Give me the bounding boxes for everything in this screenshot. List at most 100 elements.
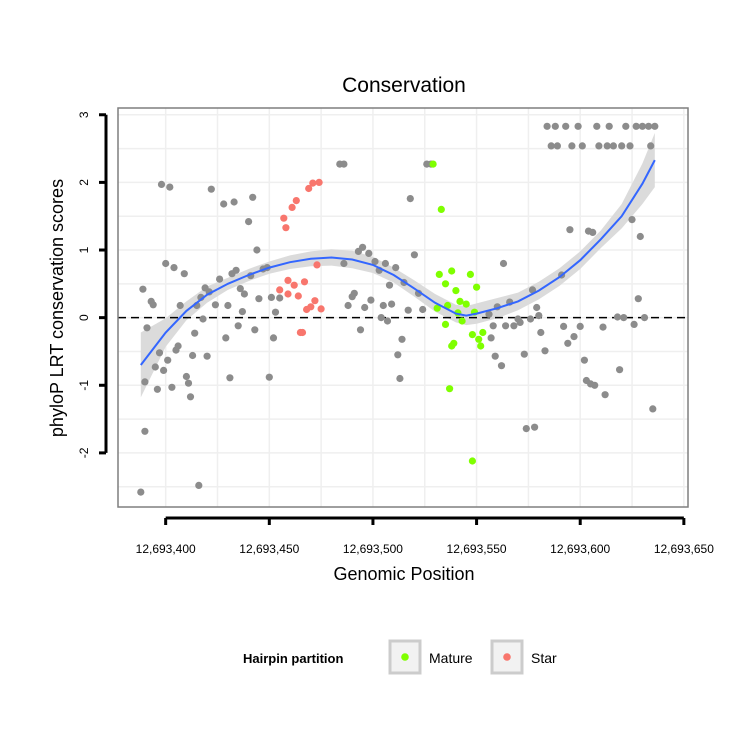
point-other	[137, 488, 145, 496]
point-other	[269, 334, 278, 342]
point-other	[626, 142, 634, 150]
point-other	[222, 334, 230, 342]
point-other	[593, 122, 601, 130]
point-other	[157, 180, 166, 188]
x-tick-label: 12,693,600	[550, 542, 610, 556]
point-other	[383, 317, 392, 325]
point-other	[578, 142, 586, 150]
point-other	[267, 293, 275, 301]
point-other	[160, 366, 168, 374]
legend: Hairpin partition Mature Star	[243, 639, 557, 675]
point-other	[487, 334, 495, 342]
point-other	[143, 324, 151, 332]
point-other	[543, 122, 551, 130]
point-other	[253, 246, 261, 254]
point-other	[640, 314, 649, 322]
point-other	[553, 142, 562, 150]
point-other	[419, 305, 427, 314]
x-tick-label: 12,693,550	[447, 542, 507, 556]
point-star	[284, 290, 292, 298]
point-other	[564, 339, 572, 347]
point-other	[186, 393, 195, 401]
point-mature	[446, 385, 454, 393]
point-other	[230, 198, 238, 206]
point-other	[570, 333, 578, 341]
point-other	[589, 228, 597, 236]
point-other	[245, 218, 253, 226]
point-other	[371, 257, 379, 266]
point-other	[340, 160, 348, 168]
legend-marker-mature	[401, 653, 409, 661]
point-other	[591, 381, 599, 389]
point-other	[385, 281, 394, 289]
point-other	[276, 294, 284, 302]
point-other	[632, 122, 640, 130]
point-other	[651, 122, 659, 130]
point-other	[649, 405, 657, 413]
point-star	[311, 297, 319, 305]
legend-entry-star: Star	[490, 639, 557, 675]
point-star	[309, 179, 317, 187]
point-other	[580, 356, 589, 364]
point-other	[271, 308, 280, 316]
point-other	[176, 301, 184, 310]
point-mature	[475, 335, 483, 343]
point-other	[603, 142, 611, 150]
point-other	[396, 374, 404, 383]
legend-entry-mature: Mature	[388, 639, 473, 675]
point-mature	[466, 270, 474, 278]
point-other	[616, 366, 624, 374]
point-mature	[450, 339, 458, 347]
point-other	[251, 326, 259, 334]
point-other	[628, 216, 636, 224]
point-star	[300, 278, 309, 286]
point-star	[305, 184, 313, 193]
x-tick-label: 12,693,500	[343, 542, 403, 556]
point-other	[153, 385, 161, 393]
point-other	[224, 301, 232, 310]
point-other	[491, 352, 499, 360]
point-other	[155, 349, 164, 357]
point-other	[528, 286, 537, 294]
smooth-trend-line	[140, 159, 656, 366]
point-mature	[441, 280, 450, 288]
point-other	[645, 122, 653, 130]
y-axis-label: phyloP LRT conservation scores	[47, 179, 67, 437]
point-other	[566, 226, 574, 234]
point-mature	[468, 331, 476, 339]
point-mature	[441, 320, 450, 328]
point-other	[647, 142, 655, 150]
point-other	[149, 301, 157, 309]
point-other	[499, 259, 508, 268]
point-other	[489, 322, 497, 330]
point-other	[226, 374, 234, 382]
legend-label-mature: Mature	[429, 650, 473, 666]
point-star	[280, 214, 288, 222]
point-mature	[456, 297, 464, 305]
point-other	[560, 322, 568, 330]
point-other	[151, 363, 159, 371]
point-other	[199, 315, 207, 323]
point-star	[284, 276, 292, 284]
point-other	[211, 301, 219, 309]
point-other	[398, 335, 406, 343]
point-mature	[437, 205, 445, 213]
point-other	[522, 425, 530, 433]
point-other	[166, 183, 174, 191]
point-other	[613, 313, 622, 321]
point-other	[220, 200, 228, 208]
plot-background	[118, 108, 688, 507]
point-other	[174, 342, 182, 350]
x-tick-label: 12,693,400	[136, 542, 196, 556]
point-mature	[458, 317, 466, 325]
point-mature	[479, 328, 487, 337]
point-mature	[433, 304, 441, 312]
point-other	[170, 264, 178, 272]
y-tick-label: 2	[77, 179, 91, 186]
point-other	[485, 310, 493, 318]
point-other	[541, 347, 549, 355]
point-other	[601, 391, 609, 399]
point-other	[216, 275, 224, 283]
y-axis: -2 -1 0 1 2 3	[77, 111, 108, 458]
point-other	[359, 243, 367, 251]
